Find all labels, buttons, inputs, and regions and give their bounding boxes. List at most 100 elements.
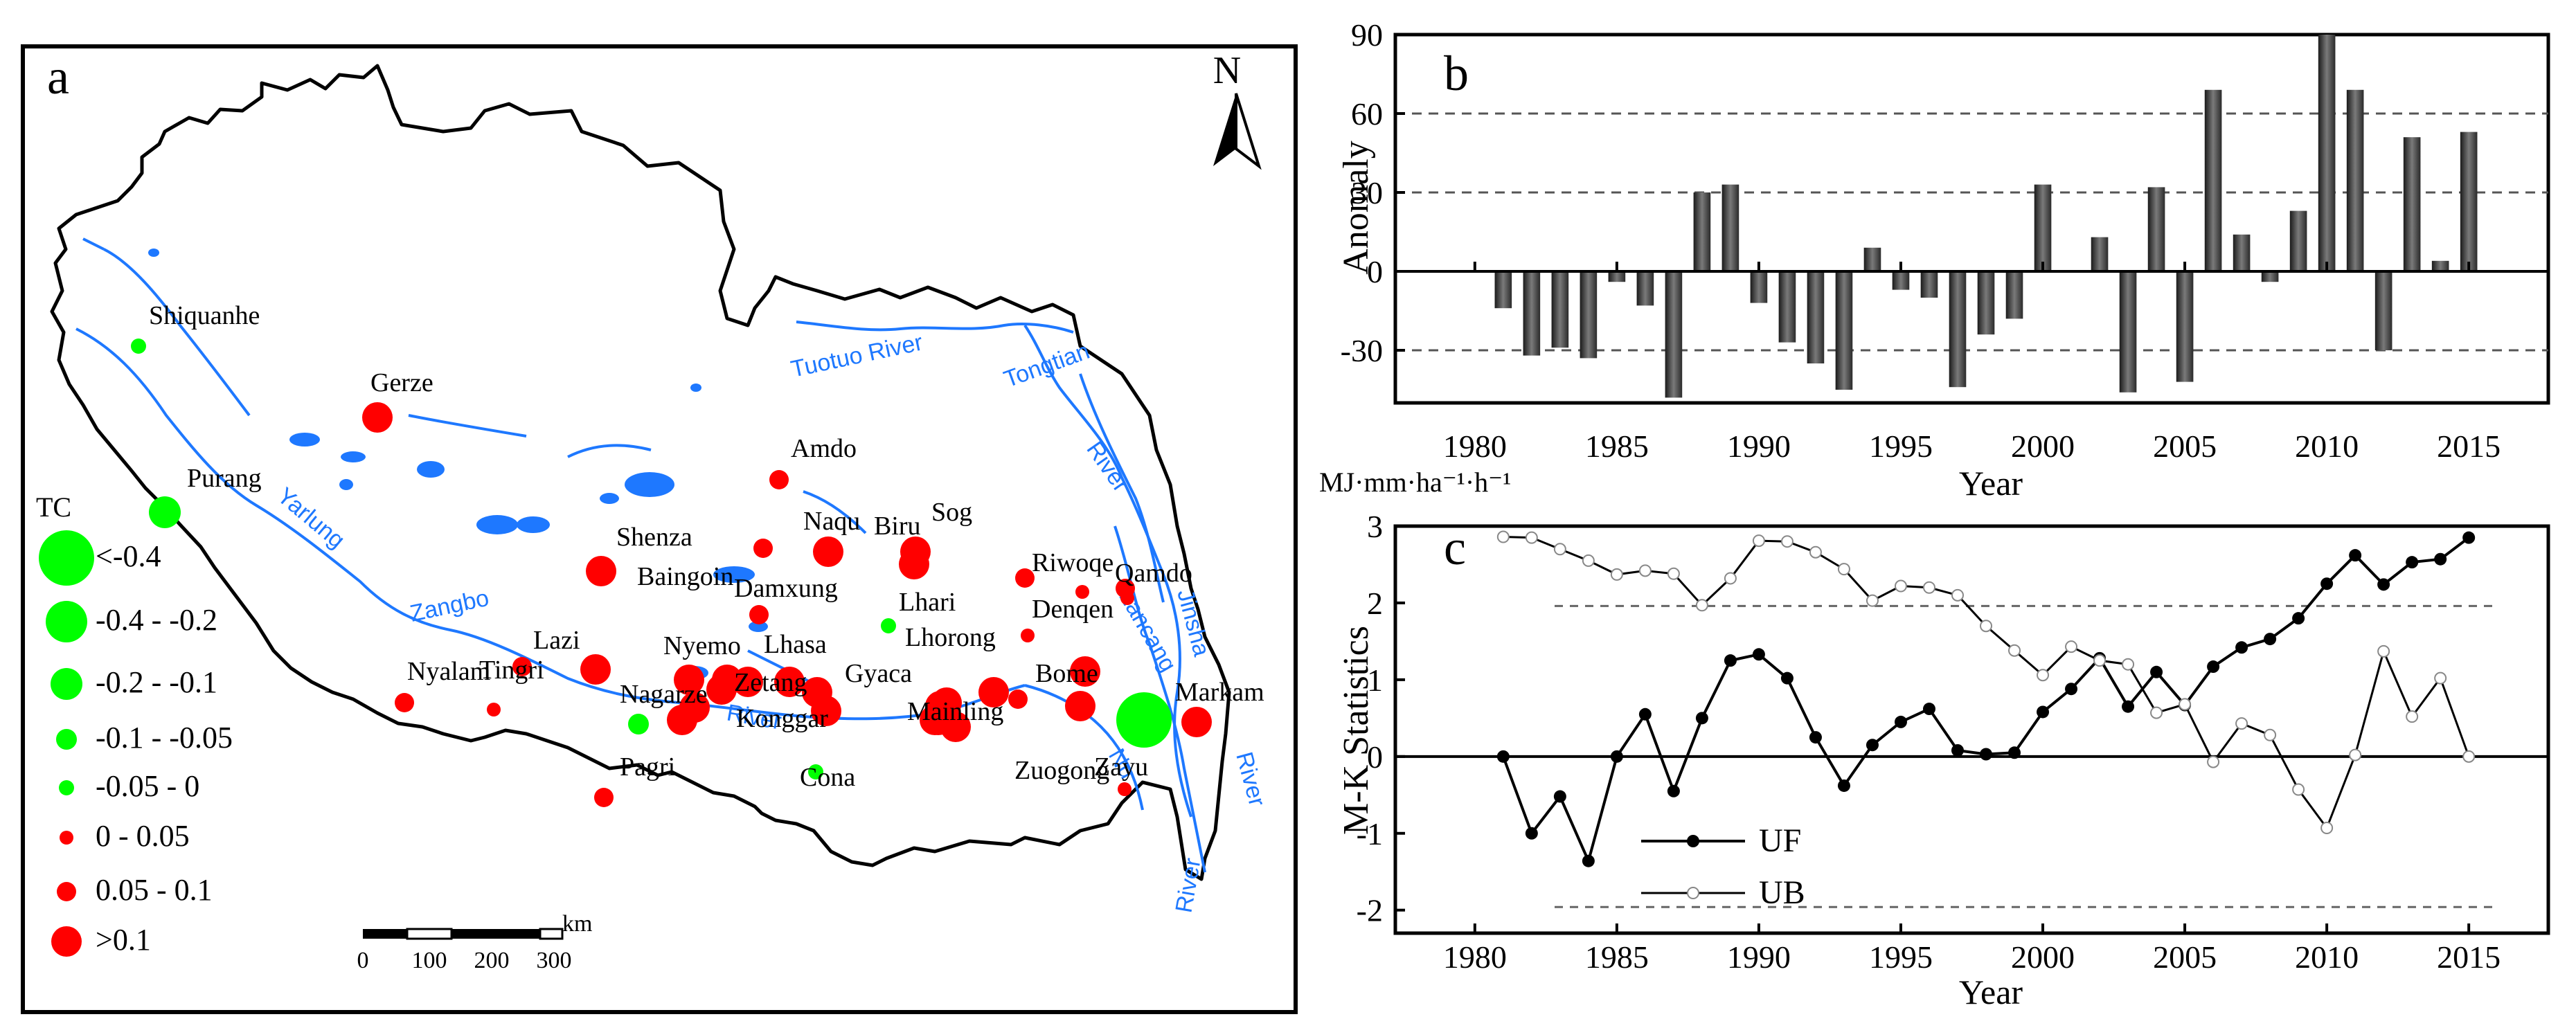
panel-c-ytick-1: 1 (1367, 662, 1383, 698)
station-shiquanhe-label: Shiquanhe (149, 301, 260, 330)
bar-1982 (1523, 271, 1541, 356)
station-gerze-label: Gerze (370, 368, 433, 397)
bar-1998 (1977, 271, 1995, 335)
station-markam-label: Markam (1175, 678, 1264, 707)
station-gyaca-label: Gyaca (845, 659, 912, 688)
point-ub-2001 (2065, 640, 2078, 653)
station-amdo-label: Amdo (791, 434, 857, 463)
panel-b-xtick-2010: 2010 (2295, 429, 2359, 464)
bar-1991 (1778, 271, 1796, 343)
river-network (75, 237, 1206, 873)
legend-label-1: -0.4 - -0.2 (96, 603, 217, 637)
panel-c-xtick-1985: 1985 (1585, 939, 1649, 975)
point-ub-2007 (2235, 717, 2248, 730)
station-zetang-marker (706, 674, 737, 705)
panel-b-xtick-1995: 1995 (1869, 429, 1933, 464)
station-tingri-label: Tingri (479, 656, 544, 685)
point-uf-1984 (1582, 854, 1595, 867)
station-cluster-marker (733, 667, 763, 697)
panel-a-letter: a (47, 49, 69, 105)
bar-2008 (2261, 271, 2279, 282)
panel-b-ylabel: Anomaly (1336, 141, 1376, 275)
panel-c-ytick-3: 3 (1367, 509, 1383, 544)
panel-b-ytick-30: 30 (1351, 175, 1383, 210)
station-nyemo-label: Nyemo (663, 631, 741, 660)
legend-label-3: -0.1 - -0.05 (96, 721, 233, 755)
point-uf-1983 (1553, 790, 1566, 803)
point-uf-1988 (1695, 712, 1708, 725)
point-uf-2003 (2122, 700, 2135, 713)
point-uf-1993 (1837, 779, 1850, 792)
station-shiquanhe-marker (131, 339, 146, 354)
station-lhasa-label: Lhasa (764, 630, 827, 659)
panel-b-unit-label: MJ·mm·ha⁻¹·h⁻¹ (1319, 467, 1511, 498)
panel-c-xlabel: Year (1959, 973, 2023, 1011)
point-uf-1981 (1496, 750, 1510, 763)
legend-label-7: >0.1 (96, 923, 151, 957)
station-naqu-marker (813, 536, 843, 567)
point-uf-1991 (1780, 671, 1794, 685)
station-zuogong-label: Zuogong (1014, 756, 1109, 785)
bar-1988 (1693, 192, 1711, 271)
station-zayu-label: Zayu (1094, 752, 1148, 782)
point-ub-2015 (2462, 750, 2476, 763)
panel-b-xtick-2005: 2005 (2153, 429, 2217, 464)
legend-swatch-2 (51, 668, 82, 700)
station-pagri-label: Pagri (620, 752, 675, 782)
station-damxung-marker (749, 605, 769, 624)
legend-swatch-5 (60, 831, 73, 845)
scalebar-unit: km (562, 911, 592, 937)
point-ub-2002 (2093, 654, 2107, 667)
panel-b-ytick--30: -30 (1341, 333, 1383, 368)
station-lazi-marker (580, 654, 611, 685)
point-ub-1981 (1496, 530, 1510, 543)
legend-ub: UB (1759, 874, 1805, 911)
tc-legend: TC <-0.4 -0.4 - -0.2 -0.2 - -0.1 -0.1 - -0.… (36, 492, 233, 957)
station-nagarze-label: Nagarze (620, 680, 708, 709)
bar-2000 (2034, 184, 2052, 271)
point-uf-2010 (2320, 577, 2334, 590)
legend-title: TC (36, 492, 71, 523)
bar-1993 (1835, 271, 1853, 390)
station-sog-label: Sog (931, 498, 972, 527)
point-ub-1995 (1894, 579, 1907, 593)
point-uf-1996 (1922, 703, 1935, 716)
point-uf-1998 (1980, 748, 1993, 761)
point-ub-2014 (2434, 671, 2447, 685)
station-baingoin-marker (753, 539, 773, 558)
bar-1983 (1551, 271, 1569, 348)
point-uf-2008 (2264, 633, 2277, 646)
panel-c-ylabel: M-K Statistics (1336, 626, 1376, 835)
station-lazi-label: Lazi (533, 626, 580, 655)
panel-c-xtick-2010: 2010 (2295, 939, 2359, 975)
point-ub-1984 (1582, 554, 1595, 567)
point-uf-2015 (2462, 531, 2476, 544)
station-shenza-label: Shenza (616, 523, 692, 552)
bar-2003 (2119, 271, 2137, 393)
station-nyalam-label: Nyalam (407, 657, 490, 686)
bar-2010 (2318, 35, 2336, 271)
panel-b-ytick-0: 0 (1367, 254, 1383, 289)
station-sog-marker (899, 549, 929, 579)
panel-c-xtick-2015: 2015 (2437, 939, 2501, 975)
point-ub-1999 (2008, 644, 2021, 657)
point-ub-2005 (2179, 698, 2192, 711)
point-uf-1985 (1610, 750, 1623, 763)
point-uf-2012 (2377, 578, 2390, 591)
bar-1984 (1580, 271, 1598, 359)
point-uf-2001 (2065, 683, 2078, 696)
point-ub-1987 (1667, 567, 1680, 580)
legend-swatch-1 (46, 601, 87, 642)
point-uf-1994 (1866, 739, 1879, 752)
legend-label-4: -0.05 - 0 (96, 769, 199, 803)
panel-b-xtick-1990: 1990 (1727, 429, 1791, 464)
station-nyemo-marker (674, 665, 704, 695)
anomaly-chart: b -30 0 30 60 90 1980 1985 1990 1995 2000 2005 2010… (1319, 17, 2550, 503)
station-labels: Shiquanhe Gerze Purang Amdo Shenza Baingoin Na… (149, 301, 1264, 792)
point-uf-1982 (1525, 827, 1538, 840)
point-ub-1992 (1809, 545, 1822, 559)
bar-2014 (2431, 260, 2449, 271)
station-cluster-marker (978, 677, 1009, 707)
point-ub-1994 (1866, 594, 1879, 607)
point-uf-2009 (2292, 612, 2305, 625)
